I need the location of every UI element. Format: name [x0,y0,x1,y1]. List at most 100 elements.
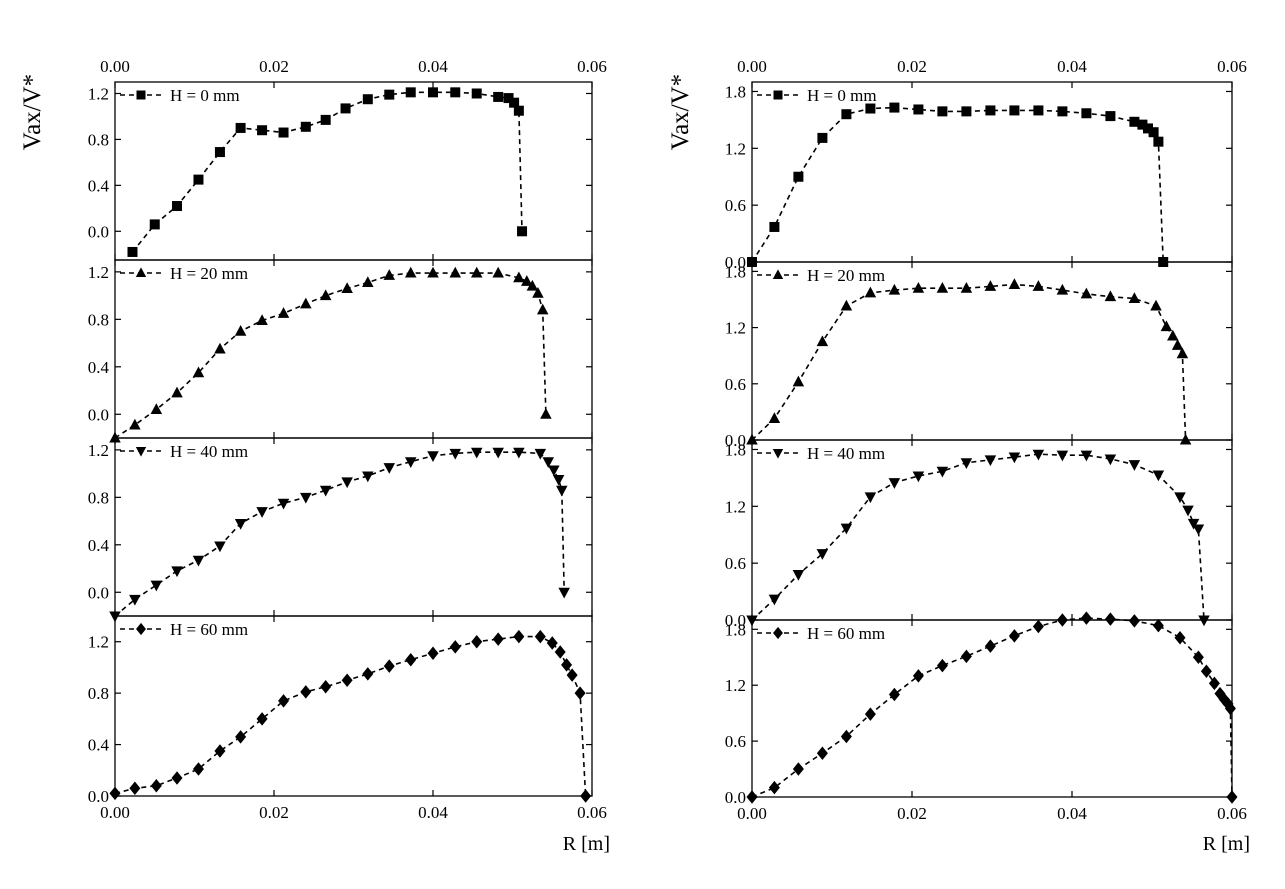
right-subplot-3: 0.0 0.6 1.2 1.8 H = 40 mm [725,439,1233,630]
data-point [449,448,462,460]
data-point [449,640,461,654]
y-tick-label: 0.0 [725,611,746,630]
data-point [150,403,163,415]
series-line [131,91,523,253]
data-point [984,639,996,653]
data-point [171,386,183,398]
y-tick-label: 0.8 [88,310,109,329]
left-subplot-1: 0.0 0.4 0.8 1.2 H = 0 mm [88,81,593,261]
data-point [1174,492,1186,504]
data-point [449,266,462,278]
data-point [471,88,482,99]
data-point [1008,278,1021,289]
right-chart-panel: Vax/V* R [m] 0.0 0.6 1.2 1.8 H = 0 mm 0.0 0.6 1.2… [667,57,1250,855]
data-point [1148,127,1159,138]
legend-marker [773,90,783,100]
data-point [277,307,290,318]
data-point [1056,450,1069,462]
data-point [193,174,204,185]
data-point [256,314,268,326]
x-tick-label-top: 0.04 [1057,57,1087,76]
data-point [1137,119,1148,130]
data-point [513,271,525,283]
y-tick-label: 0.6 [725,554,746,573]
y-tick-label: 1.2 [725,319,746,338]
data-point [300,685,312,699]
data-point [214,744,226,758]
data-point [1056,613,1068,627]
data-point [341,477,353,489]
left-chart-panel: Vax/V* R [m] 0.0 0.4 0.8 1.2 H = 0 mm 0.0 0.4 0.8… [19,57,610,855]
data-point [171,566,183,578]
data-point [320,679,332,694]
data-point [1080,611,1092,625]
x-tick-label-top: 0.06 [1217,57,1247,76]
y-tick-label: 0.0 [88,405,109,424]
legend-label: H = 60 mm [807,624,885,643]
data-point [383,659,395,673]
data-point [554,645,566,659]
data-point [1208,676,1220,691]
data-point [1104,612,1116,626]
data-point [864,286,877,298]
data-point [383,269,396,280]
y-tick-label: 0.6 [725,196,746,215]
data-point [1008,629,1020,643]
data-point [864,707,876,721]
data-point [768,594,781,606]
plot-frame [114,615,593,797]
data-point [513,105,524,116]
data-point [493,91,504,102]
data-point [816,746,828,760]
data-point [1081,108,1092,119]
data-point [1174,630,1186,645]
data-point [319,485,332,497]
data-point [793,171,804,182]
x-tick-label-bottom: 0.02 [897,804,927,823]
left-subplot-4: 0.0 0.4 0.8 1.2 H = 60 mm [88,615,593,806]
data-point [192,366,205,378]
data-point [1179,433,1192,445]
x-tick-label-bottom: 0.02 [259,803,289,822]
data-point [912,281,925,293]
data-point [150,778,162,793]
data-point [1128,292,1141,304]
plot-frame [751,439,1233,621]
data-point [985,105,996,116]
y-tick-label: 1.2 [725,139,746,158]
data-point [540,408,552,419]
x-tick-label-top: 0.02 [897,57,927,76]
right-x-axis-title: R [m] [1203,833,1250,855]
left-y-axis-title: Vax/V* [19,74,46,150]
data-point [1187,518,1200,530]
series-line [114,272,547,439]
data-point [1192,524,1205,536]
y-tick-label: 1.2 [88,263,109,282]
y-tick-label: 0.4 [88,736,110,755]
data-point [840,523,853,535]
legend-marker [772,448,784,459]
x-tick-label-top: 0.02 [259,57,289,76]
data-point [1128,460,1141,471]
data-point [1182,505,1194,517]
data-point [912,471,925,483]
data-point [746,433,758,445]
data-point [1143,123,1153,134]
data-point [534,629,546,644]
x-tick-label-bottom: 0.04 [1057,804,1087,823]
data-point [1171,339,1184,350]
x-tick-label-bottom: 0.04 [418,803,448,822]
y-tick-label: 1.8 [725,82,746,101]
data-point [1152,470,1165,482]
data-point [546,636,558,650]
data-point [129,781,141,796]
data-point [841,109,852,120]
data-point [172,201,183,212]
data-point [405,87,416,98]
data-point [340,103,351,114]
data-point [817,132,828,143]
y-tick-label: 1.2 [725,497,746,516]
legend-marker [135,267,147,278]
data-point [532,286,544,298]
